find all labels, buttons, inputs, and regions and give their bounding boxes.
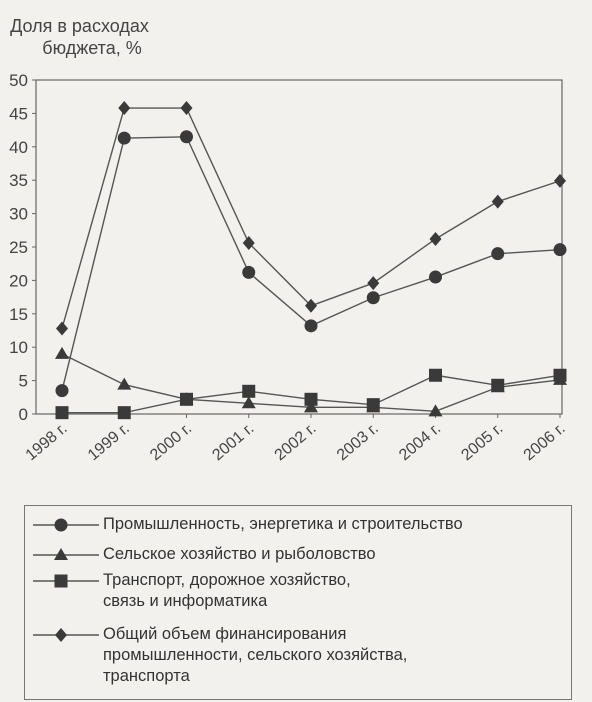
data-point xyxy=(180,130,193,144)
x-tick-label: 2001 г. xyxy=(209,420,257,464)
y-tick-label: 40 xyxy=(9,138,28,157)
y-tick-label: 35 xyxy=(9,171,28,190)
data-point xyxy=(305,298,317,313)
y-tick-label: 20 xyxy=(9,271,28,290)
y-tick-label: 10 xyxy=(9,338,28,357)
data-point xyxy=(55,406,69,420)
plot-frame xyxy=(35,79,563,415)
data-point xyxy=(491,194,504,209)
legend-label: Общий объем финансирования промышленност… xyxy=(103,625,408,685)
legend-marker-triangle xyxy=(54,548,68,560)
axes xyxy=(35,79,563,415)
legend-symbol xyxy=(33,518,99,532)
data-point xyxy=(366,398,380,412)
data-point xyxy=(242,384,256,398)
legend-symbol xyxy=(33,574,99,588)
data-point xyxy=(180,101,193,116)
y-tick-label: 50 xyxy=(9,71,28,90)
y-tick-label: 15 xyxy=(9,305,28,324)
x-tick-label: 2002 г. xyxy=(272,420,320,464)
x-tick-label: 2006 г. xyxy=(521,420,569,464)
y-tick-label: 5 xyxy=(19,372,28,391)
y-tick-label: 25 xyxy=(9,238,28,257)
legend-marker-diamond xyxy=(55,628,67,642)
data-point xyxy=(428,404,443,417)
series-diamond xyxy=(56,101,566,336)
line-chart: Доля в расходах бюджета, % 0 5 10 15 20 25 30 3… xyxy=(9,16,569,464)
x-tick-label: 2000 г. xyxy=(147,420,195,464)
data-point xyxy=(491,247,505,261)
x-tick-label: 1998 г. xyxy=(23,420,71,464)
data-point xyxy=(242,265,256,279)
y-axis-title-line-2: бюджета, % xyxy=(42,38,141,58)
data-point xyxy=(304,392,318,406)
y-axis-title: Доля в расходах бюджета, % xyxy=(10,16,154,58)
x-tick-label: 2005 г. xyxy=(458,420,506,464)
legend-symbol xyxy=(33,548,99,560)
data-point xyxy=(553,243,567,257)
legend-label: Промышленность, энергетика и строительст… xyxy=(103,515,463,533)
legend-symbol xyxy=(33,628,99,642)
data-point xyxy=(55,384,69,398)
data-point xyxy=(304,319,318,333)
y-tick-label: 45 xyxy=(9,104,28,123)
legend-marker-circle xyxy=(54,518,68,532)
series-triangle xyxy=(55,346,567,417)
data-point xyxy=(367,276,380,291)
legend: Промышленность, энергетика и строительст… xyxy=(24,505,572,700)
data-point xyxy=(117,377,132,390)
data-point xyxy=(304,400,318,413)
x-tick-label: 2003 г. xyxy=(334,420,382,464)
y-ticks: 0 5 10 15 20 25 30 35 40 45 50 xyxy=(9,71,36,424)
data-point xyxy=(554,173,566,188)
x-ticks: 1998 г. 1999 г. 2000 г. 2001 г. 2002 г. 2003 … xyxy=(23,414,569,464)
data-point xyxy=(241,396,256,409)
legend-label: Сельское хозяйство и рыболовство xyxy=(103,545,376,563)
data-point xyxy=(242,235,255,250)
data-point xyxy=(429,231,442,246)
data-point xyxy=(429,368,442,382)
y-tick-label: 30 xyxy=(9,205,28,224)
series-line xyxy=(61,107,561,329)
data-point xyxy=(366,291,380,305)
x-tick-label: 1999 г. xyxy=(85,420,133,464)
data-point xyxy=(429,270,442,284)
data-point xyxy=(180,392,193,406)
data-point xyxy=(117,406,131,420)
x-tick-label: 2004 г. xyxy=(396,420,444,464)
legend-marker-square xyxy=(54,574,68,588)
series-group xyxy=(55,101,567,420)
series-circle xyxy=(55,130,567,398)
data-point xyxy=(117,131,131,145)
series-line xyxy=(61,136,561,391)
y-axis-title-line-1: Доля в расходах xyxy=(10,16,149,36)
y-tick-label: 0 xyxy=(19,405,28,424)
data-point xyxy=(491,378,505,392)
data-point xyxy=(553,368,567,382)
data-point xyxy=(55,346,69,359)
series-square xyxy=(55,368,567,420)
legend-label: Транспорт, дорожное хозяйство, связь и и… xyxy=(103,571,351,610)
data-point xyxy=(56,321,68,336)
data-point xyxy=(118,101,131,116)
